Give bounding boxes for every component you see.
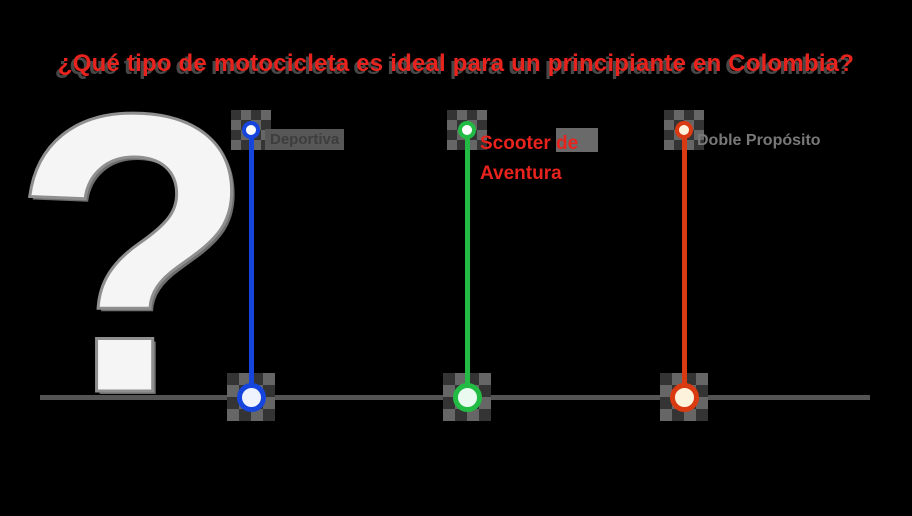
question-mark-icon: ? — [10, 32, 256, 476]
item-label-doble-proposito: Doble Propósito — [697, 132, 821, 149]
stem-line-scooter-aventura — [465, 130, 470, 397]
stem-top-dot-scooter-aventura — [458, 121, 476, 139]
stem-top-dot-deportiva — [242, 121, 260, 139]
stem-base-dot-deportiva — [237, 383, 266, 412]
stem-line-deportiva — [249, 130, 254, 397]
transparency-checker-patch — [556, 128, 598, 152]
item-label-scooter-aventura: Scooter de Aventura — [480, 133, 579, 184]
item-label-deportiva: Deportiva — [265, 129, 345, 150]
page-title: ¿Qué tipo de motocicleta es ideal para u… — [57, 50, 855, 77]
stem-top-dot-doble-proposito — [675, 121, 693, 139]
stem-line-doble-proposito — [682, 130, 687, 397]
stem-base-dot-doble-proposito — [670, 383, 699, 412]
stem-base-dot-scooter-aventura — [453, 383, 482, 412]
